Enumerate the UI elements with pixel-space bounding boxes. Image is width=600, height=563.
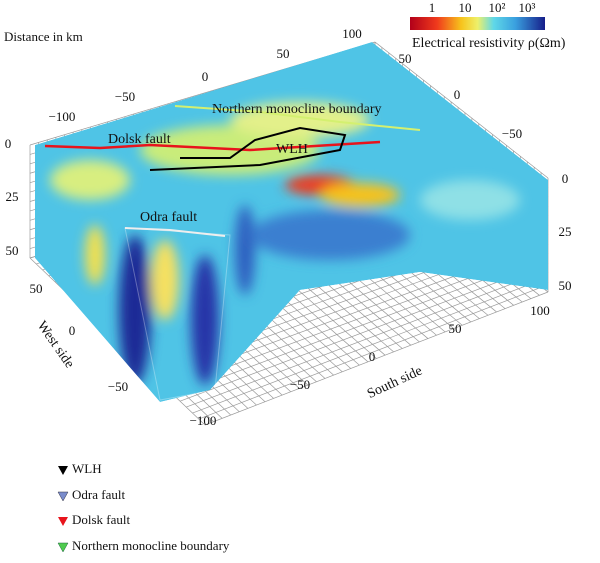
grid-line xyxy=(374,41,549,179)
legend-item: WLH xyxy=(72,461,102,476)
odra-fault-line xyxy=(124,227,226,237)
tick: 50 xyxy=(399,51,412,66)
tick: −100 xyxy=(190,413,217,428)
colorbar-tick: 10 xyxy=(459,0,472,15)
grid-line xyxy=(173,267,518,396)
tick: 50 xyxy=(30,281,43,296)
legend-item: Odra fault xyxy=(72,487,125,502)
tick: 25 xyxy=(559,224,572,239)
colorbar-label: Electrical resistivity ρ(Ωm) xyxy=(412,36,566,51)
colorbar-tick: 10² xyxy=(489,0,506,15)
tick: −50 xyxy=(115,89,135,104)
tick: 100 xyxy=(342,26,362,41)
annotation: Dolsk fault xyxy=(108,132,171,147)
grid-line xyxy=(204,291,549,426)
tick: 100 xyxy=(530,303,550,318)
legend-marker xyxy=(57,542,69,553)
tick: −100 xyxy=(49,109,76,124)
colorbar-tick: 1 xyxy=(429,0,436,15)
tick: 50 xyxy=(6,243,19,258)
tick: 0 xyxy=(562,171,569,186)
tick: 50 xyxy=(277,46,290,61)
colorbar xyxy=(410,17,545,30)
tick: 0 xyxy=(69,323,76,338)
legend-item: Dolsk fault xyxy=(72,512,131,527)
colorbar-tick: 10³ xyxy=(519,0,536,15)
legend-marker xyxy=(58,517,68,526)
tick: −50 xyxy=(290,377,310,392)
axis-label: South side xyxy=(365,364,425,402)
tick: 25 xyxy=(6,189,19,204)
dolsk-fault-line xyxy=(44,140,381,152)
tick: 0 xyxy=(5,136,12,151)
grid-line xyxy=(198,286,542,420)
annotation: Northern monocline boundary xyxy=(212,102,382,117)
grid-line xyxy=(186,276,530,408)
wlh-line xyxy=(149,126,347,171)
tick: 0 xyxy=(202,69,209,84)
tick: −50 xyxy=(502,126,522,141)
legend-marker xyxy=(57,491,69,502)
tick: 0 xyxy=(369,349,376,364)
tick: 50 xyxy=(449,321,462,336)
northern-monocline-line xyxy=(174,105,421,131)
axis-title: Distance in km xyxy=(4,29,83,44)
legend-marker xyxy=(58,466,68,475)
annotation: WLH xyxy=(276,142,308,157)
tick: −50 xyxy=(108,379,128,394)
tick: 50 xyxy=(559,278,572,293)
grid-line xyxy=(192,281,536,414)
annotation: Odra fault xyxy=(140,210,197,225)
tick: 0 xyxy=(454,87,461,102)
grid-line xyxy=(179,272,524,402)
legend-item: Northern monocline boundary xyxy=(72,538,230,553)
